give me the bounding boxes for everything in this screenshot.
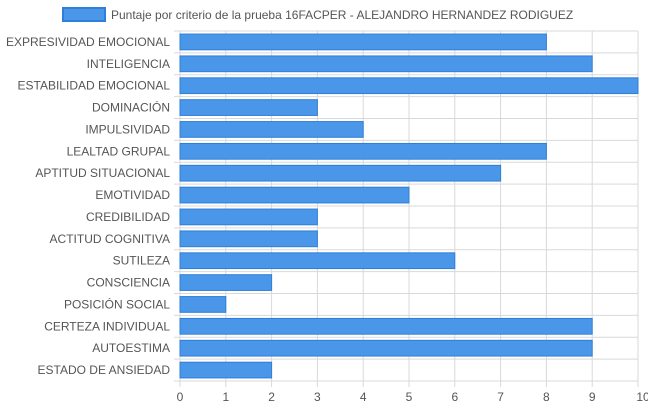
legend-swatch [62,7,106,22]
bar[interactable] [179,361,273,379]
x-tick-label: 5 [406,390,413,404]
bar[interactable] [179,230,318,248]
bar[interactable] [179,142,547,160]
bar[interactable] [179,164,502,182]
category-label: DOMINACIÓN [92,100,170,115]
bar[interactable] [179,77,639,95]
x-tick-label: 6 [451,390,458,404]
x-tick-label: 4 [360,390,367,404]
category-label: EXPRESIVIDAD EMOCIONAL [6,35,170,49]
x-tick-label: 2 [268,390,275,404]
category-label: ESTADO DE ANSIEDAD [38,363,171,377]
category-label: IMPULSIVIDAD [85,122,170,136]
bar[interactable] [179,252,456,270]
category-label: CERTEZA INDIVIDUAL [44,319,170,333]
bar[interactable] [179,99,318,116]
x-tick-label: 8 [543,390,550,404]
category-labels: EXPRESIVIDAD EMOCIONAL INTELIGENCIA ESTABI… [6,35,170,377]
category-label: CREDIBILIDAD [86,210,170,224]
x-tick-label: 1 [222,390,229,404]
bar[interactable] [179,33,547,51]
legend-label: Puntaje por criterio de la prueba 16FACP… [111,8,573,22]
category-label: POSICIÓN SOCIAL [64,296,170,311]
bar[interactable] [179,208,318,226]
category-label: APTITUD SITUACIONAL [35,166,170,180]
bars [179,33,639,379]
bar[interactable] [179,317,593,335]
bar[interactable] [179,55,593,73]
x-tick-label: 3 [314,390,321,404]
category-label: AUTOESTIMA [92,341,170,355]
legend[interactable]: Puntaje por criterio de la prueba 16FACP… [62,7,573,22]
bar[interactable] [179,274,273,291]
bar[interactable] [179,296,227,313]
bar[interactable] [179,339,593,357]
x-tick-label: 9 [589,390,596,404]
x-tick-label: 0 [177,390,184,404]
x-tick-labels: 0 1 2 3 4 5 6 7 8 9 10 [177,390,648,404]
category-label: INTELIGENCIA [87,57,170,71]
category-label: LEALTAD GRUPAL [67,144,171,158]
category-label: CONSCIENCIA [87,276,170,290]
category-label: ACTITUD COGNITIVA [50,232,170,246]
x-tick-label: 10 [636,390,648,404]
category-label: ESTABILIDAD EMOCIONAL [18,79,171,93]
category-label: EMOTIVIDAD [95,188,170,202]
bar[interactable] [179,186,410,204]
category-label: SUTILEZA [113,254,170,268]
x-tick-label: 7 [497,390,504,404]
bar[interactable] [179,121,364,138]
